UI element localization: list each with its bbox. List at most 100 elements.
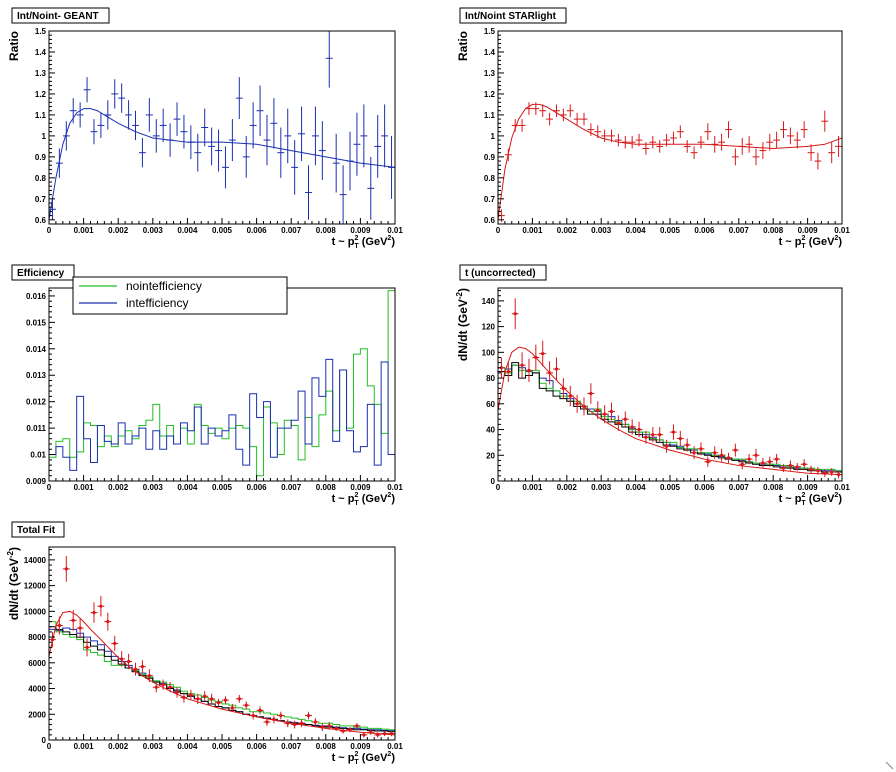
x-tick-label: 0.004 [626,483,647,492]
y-tick-label: 4000 [28,685,46,694]
chart-title: t (uncorrected) [465,268,536,279]
data-point [381,104,389,168]
data-point [325,31,333,88]
data-point [546,112,554,126]
x-tick-label: 0.01 [387,483,403,492]
x-tick-label: 0.005 [660,226,681,235]
data-point [690,146,698,159]
data-point [360,732,368,738]
data-point [683,140,691,153]
data-point [504,361,512,382]
y-tick-label: 0.015 [26,318,47,327]
y-tick-label: 14000 [24,556,47,565]
data-point [745,453,753,465]
y-axis-label: dN/dt (GeV-2) [6,547,21,620]
y-tick-label: 0.6 [484,216,496,225]
data-point [270,98,278,149]
y-tick-label: 1.4 [35,48,47,57]
data-point [145,98,153,132]
data-point [628,135,636,149]
data-point [731,443,739,457]
fit-curve [49,610,395,736]
data-point [828,142,836,164]
y-tick-label: 100 [482,348,496,357]
data-point [263,114,271,166]
data-point [277,127,285,178]
data-point [173,102,181,136]
data-point [83,638,91,657]
x-tick-label: 0.006 [247,483,268,492]
title-box [459,7,567,24]
legend-label: nointefficiency [126,279,202,293]
data-point [821,110,829,132]
title-box [11,521,65,538]
y-tick-label: 0.016 [26,292,47,301]
data-point [807,465,815,474]
chart-title: Int/Noint- GEANT [17,11,99,22]
data-point [201,108,209,147]
data-point [138,137,146,168]
data-point [738,459,746,470]
data-point [663,439,670,453]
resize-grip[interactable] [885,761,894,770]
x-tick-label: 0.003 [591,483,612,492]
data-point [138,660,146,674]
x-tick-label: 0.009 [350,483,371,492]
x-tick-label: 0.007 [281,226,302,235]
data-point [76,102,84,128]
data-point [173,687,181,698]
data-point [800,121,808,138]
data-point [256,706,264,715]
data-point [353,112,361,176]
y-tick-label: 0.012 [26,398,47,407]
y-tick-label: 1.2 [35,90,47,99]
y-tick-label: 2000 [28,710,46,719]
y-tick-label: 0.013 [26,371,47,380]
series-green-hist [498,364,842,472]
legend-label: intefficiency [126,296,188,310]
data-point [786,127,794,145]
data-point [621,135,629,149]
data-point [656,426,664,443]
x-tick-label: 0.009 [350,226,371,235]
data-point [780,121,787,138]
y-tick-label: 0.01 [30,451,46,460]
data-point [277,711,285,720]
data-point [256,85,264,136]
data-point [773,453,781,465]
data-point [697,442,705,456]
x-tick-label: 0.004 [177,483,198,492]
x-tick-label: 0.006 [247,226,268,235]
data-point [132,110,139,141]
data-point [704,456,712,467]
x-tick-label: 0.007 [729,483,750,492]
data-point [559,108,567,122]
y-tick-label: 0.011 [26,424,46,433]
data-point [284,108,292,164]
data-point [553,357,560,381]
data-point [573,112,581,126]
legend-entry: intefficiency [79,296,188,310]
data-point [614,133,622,147]
data-point [208,693,216,704]
x-tick-label: 0.003 [143,742,164,751]
plot-t-uncorrected: t (uncorrected) 0 0.001 0.002 0.003 0.004 0.00… [455,264,850,507]
data-point [263,718,271,726]
data-point [752,448,760,462]
x-tick-label: 0 [47,226,52,235]
y-tick-label: 1.4 [484,48,496,57]
data-point [111,79,119,109]
y-tick-label: 0.014 [26,345,47,354]
y-tick-label: 0.9 [35,153,47,162]
series-black-hist [49,626,395,733]
legend: nointefficiency intefficiency [72,276,288,315]
x-tick-label: 0.005 [212,742,233,751]
x-tick-label: 0.006 [694,226,715,235]
fit-curve [498,103,842,220]
data-point [814,152,822,170]
data-point [291,140,299,195]
x-tick-label: 0.004 [177,226,198,235]
data-point [800,459,808,470]
x-tick-label: 0.001 [522,483,543,492]
x-tick-label: 0.002 [557,226,578,235]
